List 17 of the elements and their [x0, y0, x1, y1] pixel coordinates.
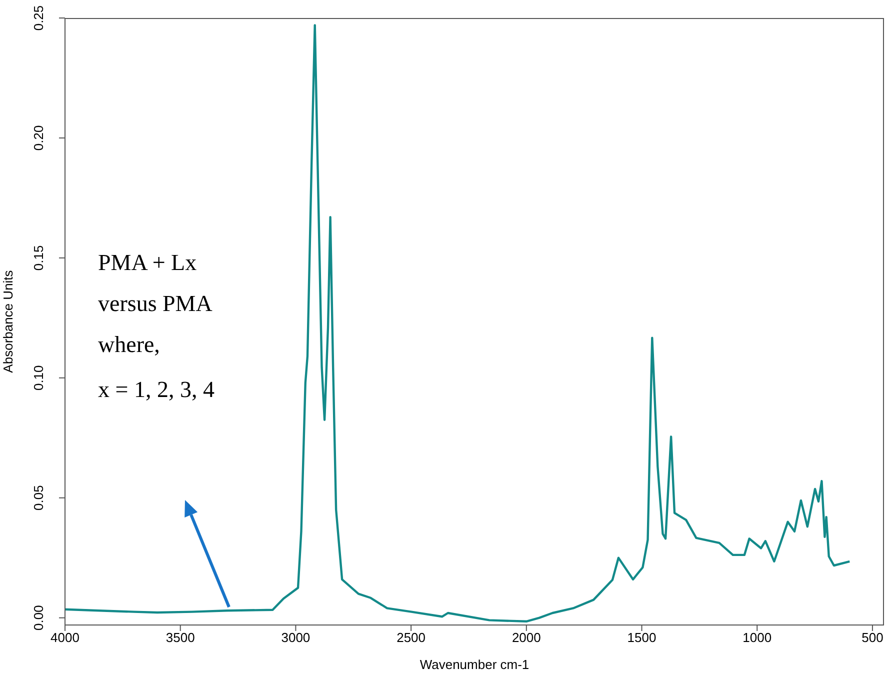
x-tick-label: 2500: [396, 630, 426, 646]
y-tick-label: 0.20: [31, 125, 46, 151]
y-tick-label: 0.00: [31, 605, 46, 630]
x-tick-label: 3000: [281, 630, 310, 646]
x-tick-label: 1500: [627, 630, 656, 646]
annotation: PMA + Lx versus PMA where, x = 1, 2, 3, 4: [98, 250, 215, 402]
x-tick-label: 4000: [50, 630, 80, 646]
x-tick-label: 1000: [742, 630, 772, 646]
y-tick-label: 0.10: [31, 365, 46, 391]
y-axis-title: Absorbance Units: [0, 270, 16, 373]
y-tick-label: 0.05: [31, 485, 46, 510]
x-axis-title: Wavenumber cm-1: [420, 657, 530, 672]
y-tick-label: 0.25: [31, 5, 46, 31]
x-tick-label: 3500: [166, 630, 195, 646]
x-tick-label: 2000: [512, 630, 541, 646]
x-tick-label: 500: [862, 630, 884, 646]
y-tick-label: 0.15: [31, 245, 46, 271]
